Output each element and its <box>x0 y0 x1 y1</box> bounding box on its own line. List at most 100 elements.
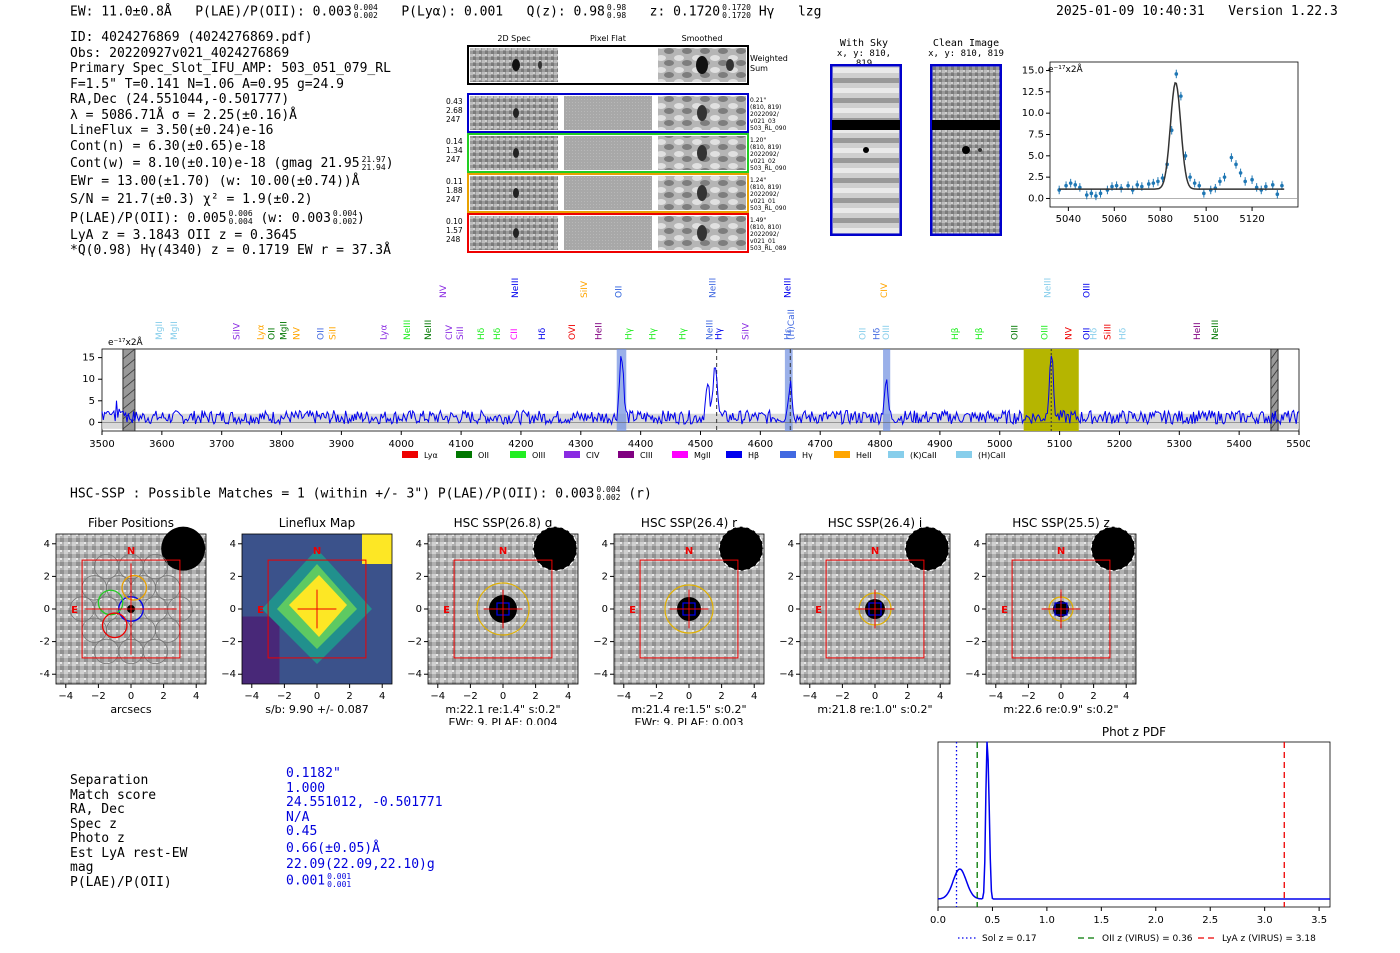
fit-data-point <box>1068 181 1073 185</box>
line-label: Hδ <box>1118 327 1128 340</box>
line-label: CIV <box>445 324 455 340</box>
spectrum-xtick: 5300 <box>1167 439 1192 450</box>
pdf-legend-entry: LyA z (VIRUS) = 3.18 <box>1222 934 1316 944</box>
info-primary: Primary Spec_Slot_IFU_AMP: 503_051_079_R… <box>70 61 391 76</box>
spec2d-right-value: 1.24" <box>750 177 766 184</box>
spec2d-right-value: (810, 819) <box>750 144 781 151</box>
match-labels: Separation Match score RA, Dec Spec z Ph… <box>70 773 187 890</box>
panel-sub1: m:22.1 re:1.4" s:0.2" <box>445 703 560 716</box>
fit-data-point <box>1146 182 1151 186</box>
line-label-top: CIV <box>880 282 890 298</box>
photz-title: Phot z PDF <box>1102 725 1166 739</box>
header-plya: P(Lyα): 0.001 <box>401 4 504 20</box>
pdf-legend-entry: Sol z = 0.17 <box>982 934 1037 944</box>
fit-ytick: 12.5 <box>1022 87 1044 98</box>
panel-xtick: −2 <box>1021 691 1036 702</box>
fit-data-point <box>1135 183 1140 187</box>
fit-data-point <box>1140 184 1144 189</box>
line-label: MgII <box>155 321 165 340</box>
panel-xtick: −2 <box>835 691 850 702</box>
fit-data-point <box>1183 154 1188 158</box>
panel-ytick: 2 <box>602 571 608 582</box>
legend-entry: Hγ <box>780 451 813 460</box>
east-marker: E <box>1001 605 1008 616</box>
spectrum-xtick: 4800 <box>867 439 892 450</box>
fit-xtick: 5080 <box>1147 214 1172 225</box>
image-panel-4: HSC SSP(26.4) r N E −4 −4 −2 −2 0 0 2 2 4 4 m:21.4 re… <box>593 516 765 725</box>
line-fit-gaussian <box>1059 81 1285 190</box>
legend-entry: CIII <box>618 451 653 460</box>
line-label: Hγ <box>679 327 689 340</box>
match-label-radec: RA, Dec <box>70 802 125 817</box>
line-label: Hδ <box>1090 327 1100 340</box>
spectrum-xtick: 3500 <box>89 439 114 450</box>
info-contn: Cont(n) = 6.30(±0.65)e-18 <box>70 138 266 154</box>
header-z: z: 0.1720 <box>649 4 721 20</box>
info-obs: Obs: 20220927v021_4024276869 <box>70 45 290 61</box>
panel-ytick: 4 <box>788 539 794 550</box>
fit-data-point <box>1250 177 1254 182</box>
pdf-xtick: 3.5 <box>1311 915 1327 926</box>
line-label-top: NeIII <box>511 278 521 298</box>
panel-xtick: −2 <box>649 691 664 702</box>
line-label: Hβ <box>951 327 961 340</box>
line-label: NeIII <box>1211 320 1221 340</box>
east-marker: E <box>71 605 78 616</box>
panel-ytick: 2 <box>974 571 980 582</box>
spectrum-xtick: 4400 <box>628 439 653 450</box>
line-label: Lyα <box>379 324 389 340</box>
panel-xtick: 4 <box>1123 691 1129 702</box>
line-label: OII <box>267 328 277 340</box>
panel-xtick: 0 <box>686 691 692 702</box>
fit-data-point <box>1234 162 1238 167</box>
svg-text:CIII: CIII <box>640 451 653 460</box>
match-value-radec: 24.551012, -0.501771 <box>286 795 443 810</box>
fit-data-point <box>1218 179 1222 184</box>
fit-data-point <box>1270 183 1275 187</box>
legend-entry: Hβ <box>726 451 759 460</box>
photz-pdf-chart: Phot z PDF 0.0 0.5 1.0 1.5 2.0 2.5 3.0 3.5 Sol z… <box>930 725 1331 944</box>
fit-data-point <box>1197 183 1202 188</box>
panel-ytick: 4 <box>974 539 980 550</box>
match-value-separation: 0.1182" <box>286 766 341 781</box>
line-label-top: OIII <box>1083 283 1093 298</box>
panel-sub1: s/b: 9.90 +/- 0.087 <box>265 703 369 716</box>
spectrum-xtick: 4300 <box>568 439 593 450</box>
fit-data-point <box>1084 193 1089 197</box>
line-label: NV <box>293 326 303 340</box>
east-marker: E <box>257 605 264 616</box>
info-lya: LyA z = 3.1843 OII z = 0.3645 <box>70 227 297 243</box>
line-label: Hδ <box>477 327 487 340</box>
line-label: OIII <box>882 325 892 340</box>
spectrum-xtick: 4100 <box>448 439 473 450</box>
pdf-xtick: 2.5 <box>1202 915 1218 926</box>
line-label: Hδ <box>493 327 503 340</box>
header-plae: P(LAE)/P(OII): 0.003 <box>195 4 352 20</box>
line-label-top: NeIII <box>1044 278 1054 298</box>
panel-ytick: −4 <box>779 669 794 680</box>
spec2d-right-value: v021_03 <box>750 118 776 125</box>
fit-xtick: 5040 <box>1056 214 1081 225</box>
pdf-xtick: 0.0 <box>930 915 946 926</box>
emission-line-labels: MgII MgII SiIV Lyα OII MgII NV OII SiII Lyα NeIII N… <box>155 278 1221 340</box>
clean-image-coord: x, y: 810, 819 <box>928 49 1004 59</box>
fit-data-point <box>1098 191 1103 196</box>
panel-ytick: 2 <box>44 571 50 582</box>
spec2d-col-pixelflat: Pixel Flat <box>590 34 626 43</box>
line-label: HeII <box>1193 322 1203 340</box>
panel-xtick: 4 <box>937 691 943 702</box>
pdf-xtick: 1.5 <box>1093 915 1109 926</box>
east-marker: E <box>629 605 636 616</box>
image-panel-2: Lineflux Map N E −4 −4 −2 −2 0 0 2 2 4 4 s/b: 9.90 +/… <box>221 516 393 716</box>
spectrum-flux-line <box>101 355 1300 426</box>
panel-xtick: −4 <box>430 691 445 702</box>
panel-title: HSC SSP(26.8) g <box>454 516 553 530</box>
header-ew: EW: 11.0±0.8Å <box>70 4 172 20</box>
info-sn: S/N = 21.7(±0.3) χ² = 1.9(±0.2) <box>70 191 313 207</box>
panel-ytick: 2 <box>230 571 236 582</box>
spec2d-right-value: v021_01 <box>750 238 776 245</box>
line-label: Hδ <box>538 327 548 340</box>
spectrum-ytick: 15 <box>82 353 95 364</box>
